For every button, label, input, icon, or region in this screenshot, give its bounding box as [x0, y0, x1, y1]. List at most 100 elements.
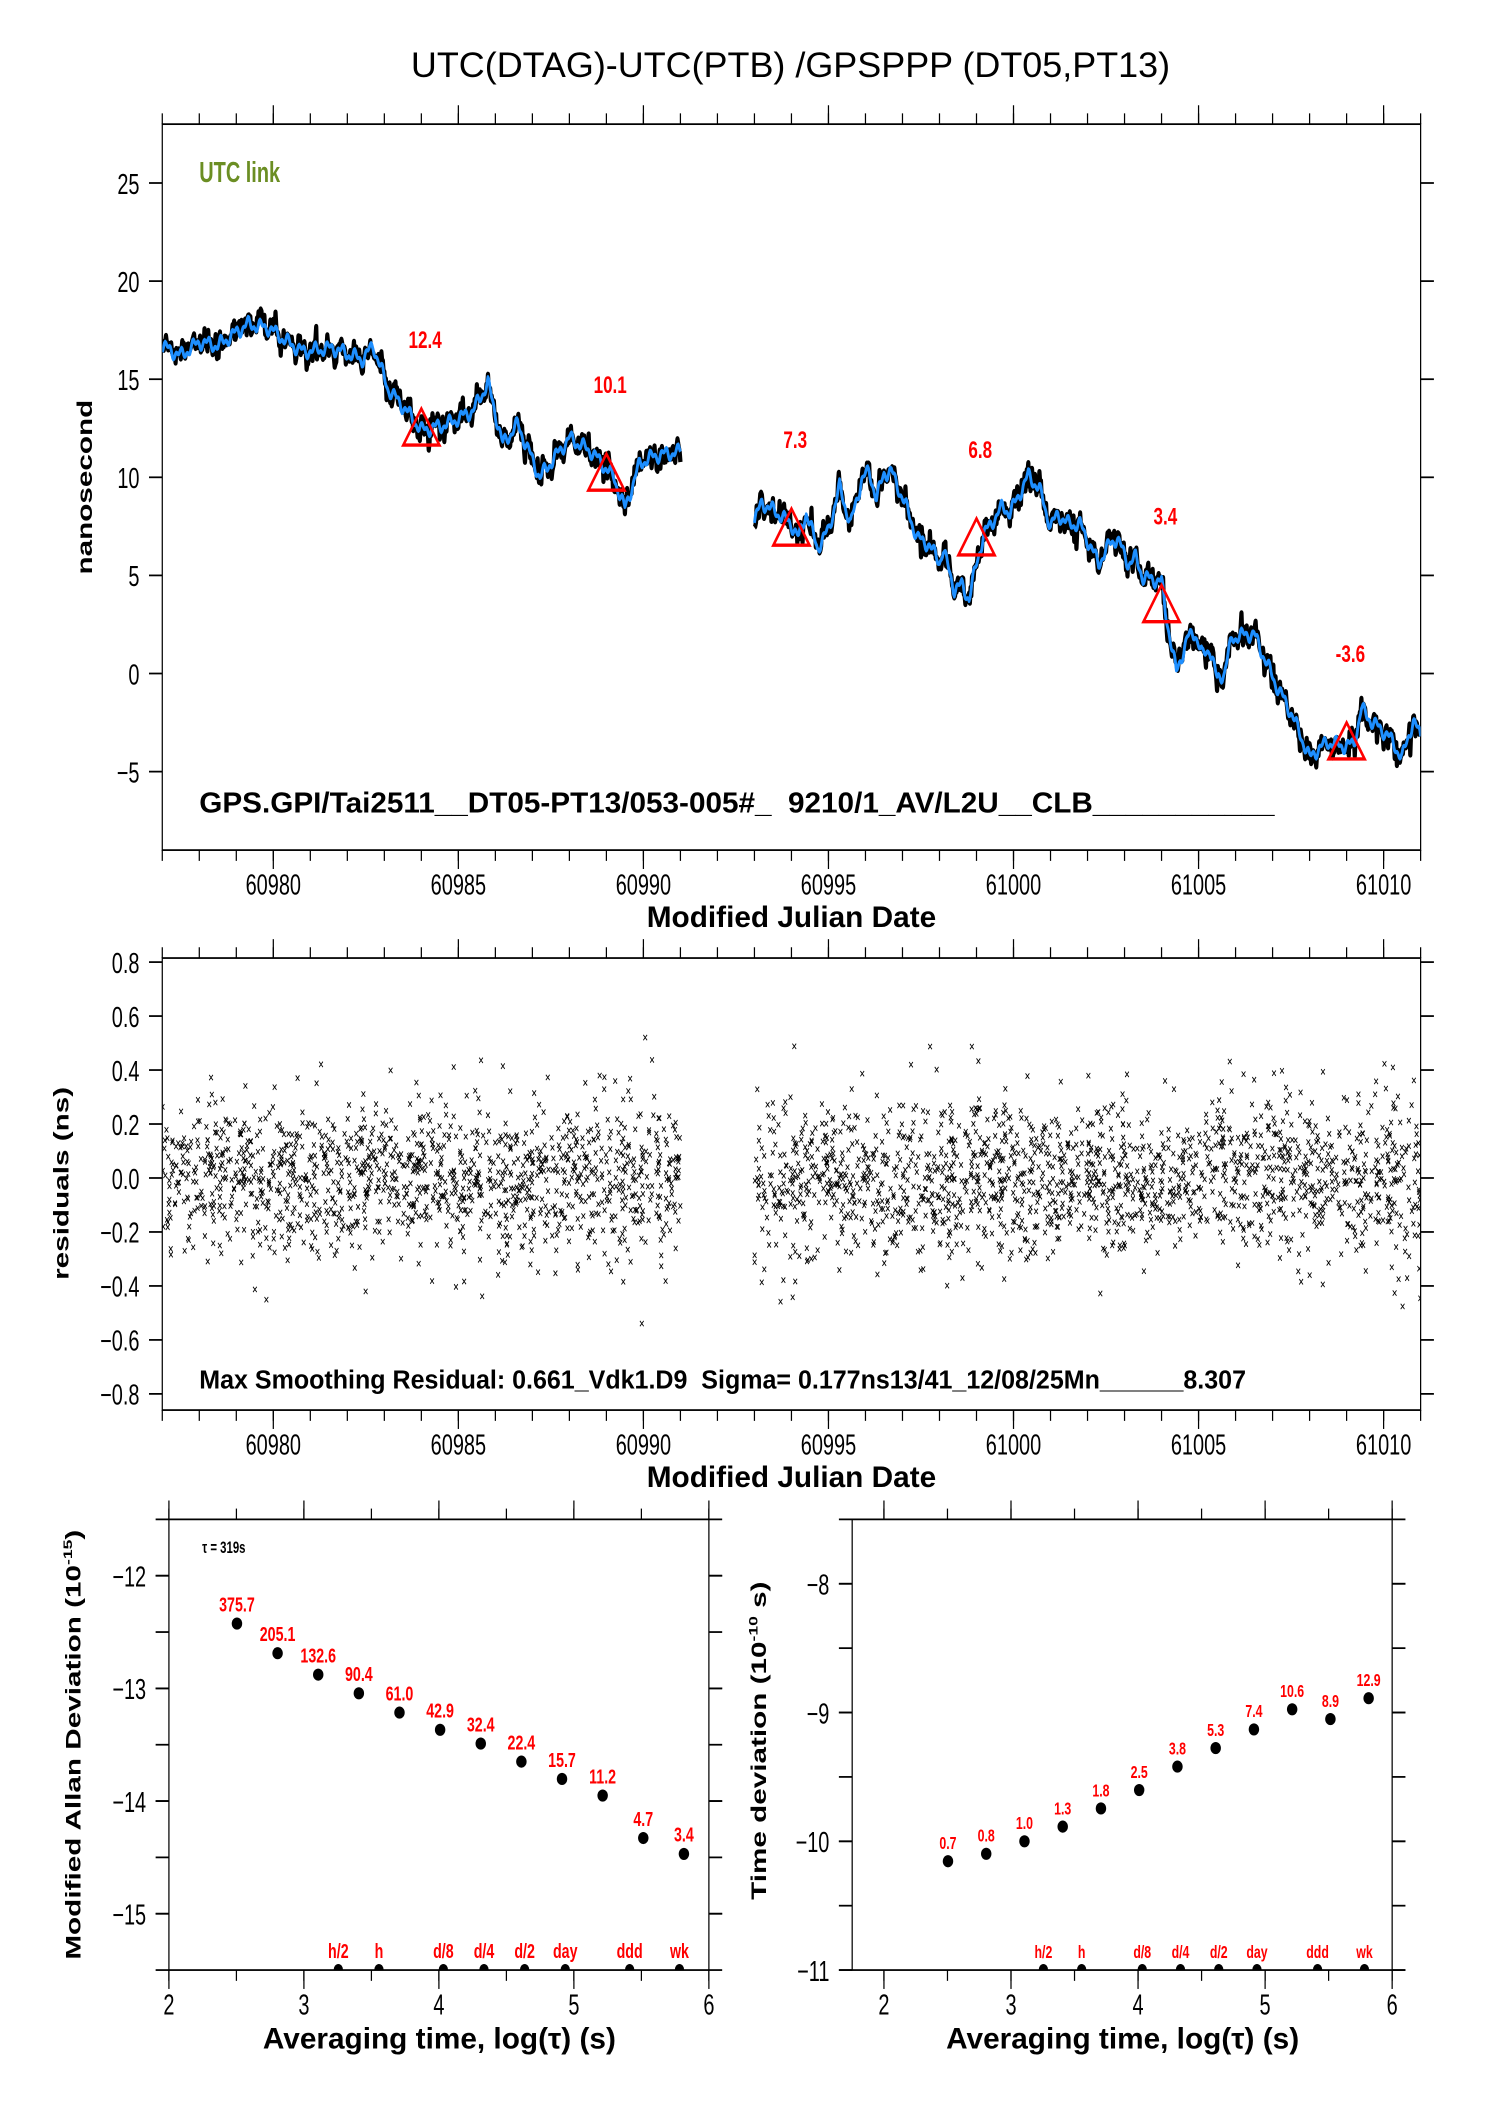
residual-point [376, 1135, 382, 1142]
time-marker-dot [674, 1963, 685, 1971]
residual-point [1337, 1129, 1342, 1136]
residual-point [195, 1205, 200, 1212]
residual-point [1106, 1109, 1111, 1116]
residual-point [1374, 1240, 1379, 1247]
residual-point [474, 1178, 479, 1185]
residual-point [987, 1207, 992, 1214]
residual-point [564, 1150, 570, 1157]
residual-point [286, 1226, 291, 1233]
residual-point [1416, 1186, 1421, 1193]
residual-point [1382, 1060, 1387, 1067]
deviation-point [942, 1855, 954, 1868]
residual-point [1080, 1117, 1085, 1124]
residual-point [1369, 1168, 1374, 1175]
residual-point [1217, 1215, 1222, 1222]
residual-point [804, 1147, 810, 1154]
residual-point [574, 1136, 579, 1143]
marker-triangle [956, 515, 997, 557]
residual-point [1129, 1214, 1135, 1222]
residual-point [651, 1112, 656, 1119]
residual-point [270, 1153, 276, 1160]
residual-point [1353, 1178, 1358, 1185]
residual-point [1024, 1115, 1029, 1122]
residual-point [324, 1207, 329, 1214]
residual-point [824, 1120, 829, 1127]
residual-point [1356, 1091, 1361, 1098]
residual-point [312, 1173, 317, 1180]
residual-point [1319, 1145, 1325, 1152]
residual-point [586, 1234, 591, 1241]
residual-point [211, 1198, 217, 1205]
residual-point [1053, 1116, 1059, 1123]
residual-point [173, 1201, 178, 1208]
residual-point [1280, 1118, 1286, 1125]
residual-point [528, 1261, 533, 1268]
residual-point [974, 1110, 979, 1117]
residual-point [463, 1206, 468, 1214]
residual-point [1171, 1086, 1177, 1093]
residual-point [1270, 1167, 1275, 1174]
residual-point [1277, 1146, 1282, 1154]
residual-point [394, 1192, 399, 1200]
residual-point [341, 1222, 346, 1229]
residual-point [308, 1215, 314, 1223]
residual-point [1073, 1174, 1078, 1181]
residual-point [884, 1119, 889, 1127]
residual-point [947, 1254, 952, 1261]
residual-point [1294, 1154, 1299, 1161]
residual-point [1153, 1162, 1158, 1169]
deviation-point [597, 1789, 608, 1802]
residual-point [831, 1129, 836, 1136]
residual-point [362, 1124, 368, 1131]
residual-point [1345, 1157, 1350, 1164]
residual-point [1033, 1208, 1039, 1215]
residual-point [486, 1233, 491, 1240]
residual-point [639, 1320, 644, 1327]
residual-point [331, 1178, 336, 1186]
residual-point [616, 1129, 621, 1136]
residual-point [812, 1191, 817, 1199]
residual-point [1029, 1168, 1034, 1175]
residual-point [1012, 1149, 1017, 1157]
residual-point [1121, 1220, 1126, 1227]
residual-point [1272, 1120, 1277, 1127]
time-marker-dot [560, 1963, 570, 1971]
residual-point [228, 1121, 233, 1128]
residual-point [781, 1277, 786, 1284]
residual-point [388, 1135, 393, 1142]
residual-point [1182, 1138, 1187, 1145]
residual-point [511, 1207, 516, 1214]
residual-point [419, 1157, 425, 1164]
residual-point [914, 1168, 919, 1176]
residual-point [1345, 1220, 1351, 1228]
residual-point [336, 1144, 341, 1152]
residual-point [1238, 1221, 1243, 1228]
residual-point [1418, 1295, 1421, 1302]
residual-point [1093, 1214, 1099, 1222]
residual-point [278, 1209, 283, 1216]
residual-point [522, 1222, 527, 1229]
residual-point [328, 1142, 333, 1149]
residual-point [317, 1128, 322, 1135]
residual-point [783, 1162, 789, 1169]
residual-point [170, 1161, 175, 1168]
residual-point [1060, 1200, 1065, 1207]
residual-point [311, 1185, 316, 1192]
residual-point [903, 1166, 908, 1173]
residual-point [293, 1180, 298, 1188]
residual-point [1230, 1225, 1236, 1232]
residual-point [570, 1127, 575, 1134]
residual-point [446, 1136, 452, 1143]
deviation-value-label: 32.4 [467, 1713, 495, 1736]
residual-point [236, 1150, 242, 1157]
residual-point [663, 1195, 669, 1202]
residual-point [998, 1178, 1003, 1185]
plot-layer: 60980 60985 60990 60995 61000 61005 61010−5051… [100, 105, 1434, 2022]
residual-point [649, 1182, 655, 1190]
residual-point [670, 1122, 676, 1129]
residual-point [1039, 1176, 1044, 1183]
residual-point [255, 1148, 261, 1155]
residual-point [484, 1139, 489, 1146]
residual-point [796, 1173, 801, 1180]
residual-point [1098, 1146, 1103, 1153]
